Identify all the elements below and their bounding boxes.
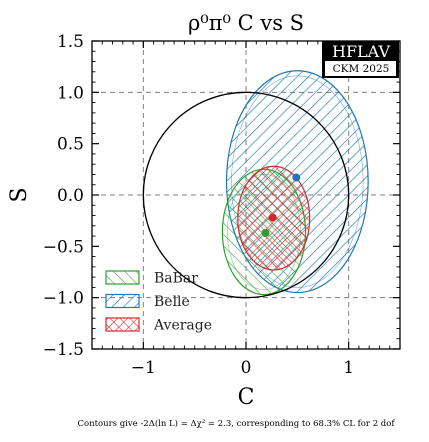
- x-tick-label: 0: [241, 358, 252, 378]
- legend-swatch: [105, 270, 140, 285]
- legend-swatch: [105, 317, 140, 332]
- x-tick-label: −1: [131, 358, 156, 378]
- x-tick-label: 1: [343, 358, 354, 378]
- footnote: Contours give -2Δ(ln L) = Δχ² = 2.3, cor…: [77, 418, 395, 429]
- marker-belle: [292, 173, 301, 182]
- marker-average: [268, 213, 277, 222]
- legend-item-average: Average: [105, 317, 212, 334]
- badge-subtitle: CKM 2025: [333, 63, 390, 75]
- tick-labels: −1 0 1 −1.5 −1.0 −0.5 0.0 0.5 1.0 1.5: [43, 32, 354, 378]
- y-tick-label: −1.5: [43, 340, 84, 360]
- badge-title: HFLAV: [332, 42, 390, 61]
- y-tick-label: −0.5: [43, 237, 84, 257]
- y-axis-label: S: [7, 187, 32, 202]
- chart-title: ρ⁰π⁰ C vs S: [188, 11, 304, 35]
- legend-swatch: [105, 293, 140, 309]
- hflav-badge: HFLAV CKM 2025: [322, 41, 399, 78]
- legend-label: Belle: [154, 294, 190, 310]
- unit-circle-boundary: [142, 91, 350, 299]
- y-tick-label: 0.5: [57, 135, 84, 155]
- legend-item-babar: BaBar: [105, 270, 198, 287]
- y-tick-label: 0.0: [57, 186, 84, 206]
- y-tick-label: −1.0: [43, 289, 84, 309]
- legend-label: BaBar: [154, 271, 198, 287]
- marker-babar: [261, 228, 270, 237]
- y-tick-label: 1.0: [57, 83, 84, 103]
- legend: BaBar Belle Average: [105, 270, 212, 334]
- y-tick-label: 1.5: [57, 32, 84, 52]
- legend-item-belle: Belle: [105, 293, 190, 310]
- legend-label: Average: [153, 318, 212, 334]
- central-values: [261, 173, 301, 237]
- x-axis-label: C: [238, 385, 255, 410]
